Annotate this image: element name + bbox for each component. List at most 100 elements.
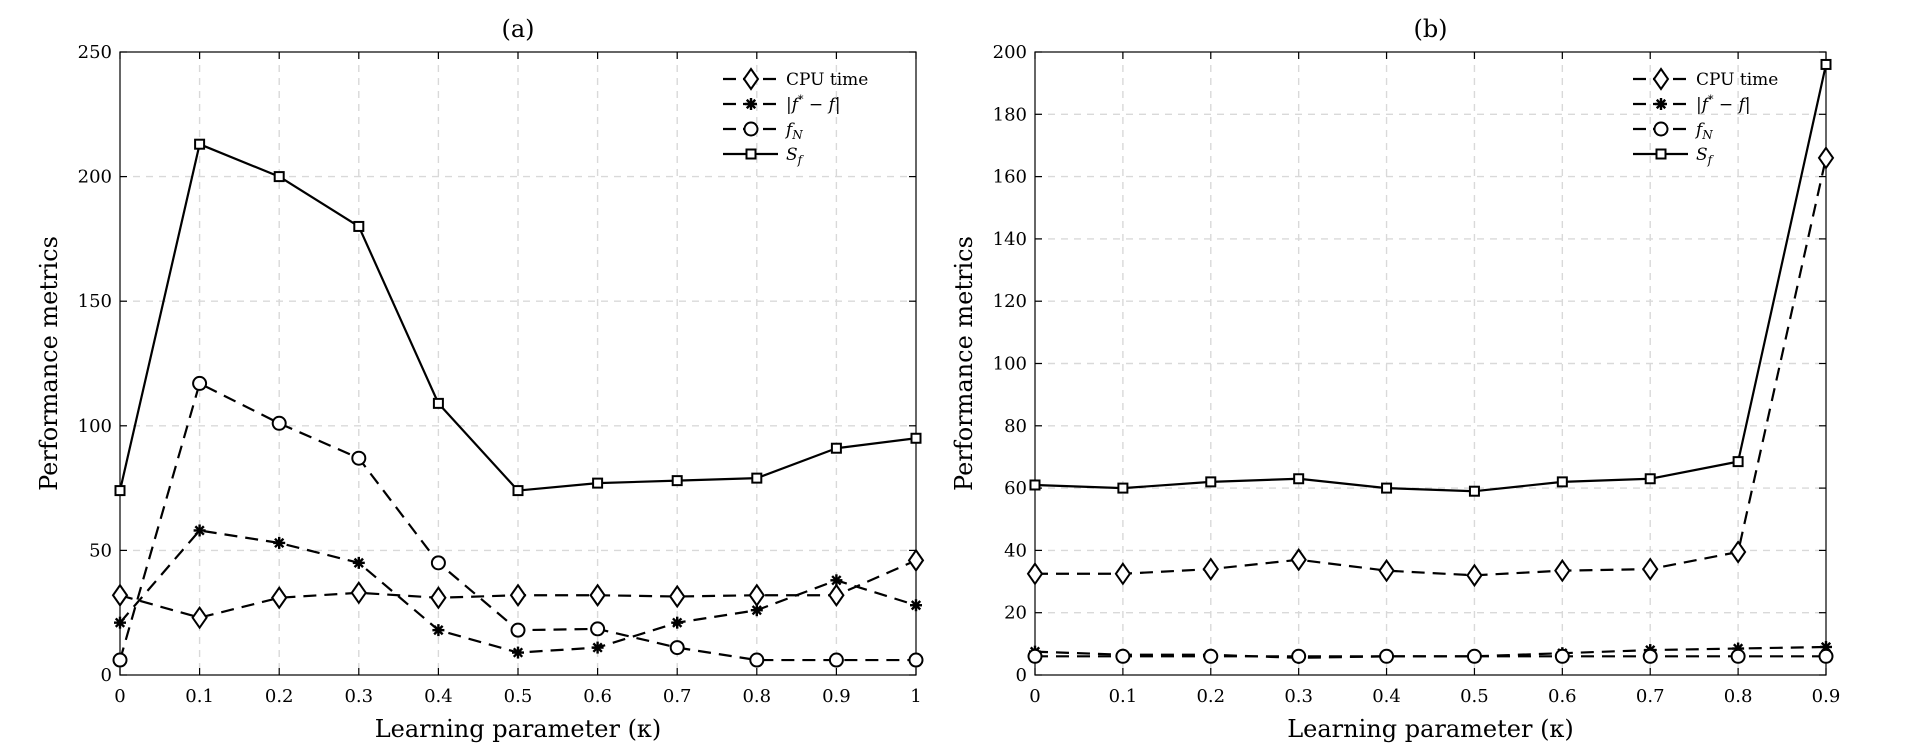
x-axis: 0 0.1 0.2 0.3 0.4 0.5 0.6 0.7 0.8 0.9: [1029, 52, 1840, 707]
x-tick-label: 0.5: [504, 686, 533, 707]
x-tick-label: 0.7: [1636, 686, 1665, 707]
data-point-circle: [430, 555, 446, 571]
data-point-square: [1293, 473, 1305, 485]
legend-minus: −: [804, 95, 829, 115]
data-point-diamond: [1554, 558, 1571, 583]
x-axis: 0 0.1 0.2 0.3 0.4 0.5 0.6 0.7 0.8 0.9 1: [114, 52, 922, 707]
x-axis-label: Learning parameter (κ): [375, 715, 662, 743]
legend: CPU time|f* − f| fN Sf: [723, 67, 868, 167]
data-point-circle: [669, 640, 685, 656]
data-point-square: [114, 485, 126, 497]
data-point-diamond: [1729, 540, 1747, 564]
x-tick-label: 1: [910, 686, 921, 707]
data-point-square: [273, 171, 285, 183]
y-tick-label: 120: [993, 291, 1027, 312]
legend-f: f: [827, 95, 838, 115]
star-arm: [672, 617, 683, 628]
y-tick-label: 0: [101, 665, 112, 686]
legend-marker-circle: [743, 121, 759, 137]
legend-item: Sf: [723, 145, 805, 167]
y-tick-label: 160: [993, 167, 1027, 188]
y-tick-label: 140: [993, 229, 1027, 250]
data-point-diamond: [509, 583, 527, 607]
data-point-circle: [1203, 648, 1219, 664]
data-point-diamond: [111, 583, 129, 607]
legend-marker-diamond: [742, 67, 760, 91]
legend-label: fN: [1694, 120, 1713, 142]
y-tick-label: 50: [89, 540, 112, 561]
grid: [1035, 52, 1826, 675]
x-tick-label: 0: [114, 686, 125, 707]
series-f-n: [1027, 648, 1834, 664]
legend-marker-star: [745, 98, 757, 110]
data-point-star: [750, 604, 763, 617]
data-point-diamond: [430, 586, 447, 610]
legend-marker-square: [745, 148, 757, 160]
panel-a: 0 0.1 0.2 0.3 0.4 0.5 0.6 0.7 0.8 0.9 1 0 50 100 150 20…: [35, 15, 925, 743]
star-arm: [751, 605, 762, 616]
data-point-square: [1732, 456, 1744, 468]
legend-marker-square: [1655, 148, 1667, 160]
data-point-circle: [271, 415, 287, 431]
star-arm: [745, 98, 757, 110]
series-cpu-time: [1026, 146, 1835, 588]
legend-item: Sf: [1633, 145, 1715, 167]
panel-title: (a): [501, 15, 534, 43]
star-arm: [910, 600, 922, 611]
legend-f: f: [1737, 95, 1748, 115]
star-arm: [512, 647, 524, 658]
series-s-f: [1029, 58, 1832, 497]
legend-f: f: [784, 120, 795, 140]
star-arm: [274, 537, 285, 549]
x-tick-label: 0.1: [1109, 686, 1138, 707]
star-arm: [114, 617, 126, 628]
data-point-diamond: [1642, 557, 1659, 581]
y-tick-label: 150: [78, 291, 112, 312]
series-cpu-time: [111, 548, 925, 630]
data-point-diamond: [270, 586, 288, 610]
data-point-square: [1029, 479, 1041, 491]
legend-bar: |: [1696, 95, 1702, 115]
legend-sup: *: [1708, 93, 1714, 106]
data-point-diamond: [1378, 558, 1395, 583]
y-tick-label: 200: [78, 167, 112, 188]
series-abs-error: [114, 524, 922, 659]
series-f-n: [112, 375, 924, 668]
legend-item: fN: [723, 120, 803, 142]
data-point-star: [352, 556, 365, 569]
legend-item: CPU time: [723, 67, 868, 91]
x-tick-label: 0.3: [344, 686, 373, 707]
x-tick-label: 0.8: [742, 686, 771, 707]
data-point-circle: [351, 450, 367, 466]
x-tick-label: 0.2: [265, 686, 294, 707]
star-arm: [831, 575, 842, 586]
data-point-circle: [1730, 648, 1746, 664]
x-tick-label: 0.9: [822, 686, 851, 707]
legend-marker-star: [1655, 98, 1667, 110]
x-tick-label: 0.5: [1460, 686, 1489, 707]
legend-label: Sf: [1696, 145, 1715, 167]
data-point-diamond: [907, 548, 925, 573]
data-point-square: [910, 432, 922, 444]
data-point-circle: [1379, 648, 1395, 664]
grid: [120, 52, 916, 675]
legend-s: S: [786, 145, 798, 165]
legend-label: |f* − f|: [786, 93, 841, 115]
star-arm: [1655, 98, 1667, 110]
y-axis: 0 20 40 60 80 100 120 140 160 180 200: [993, 42, 1826, 686]
x-tick-label: 0.4: [1372, 686, 1401, 707]
legend-f: f: [1694, 120, 1705, 140]
data-point-diamond: [668, 584, 686, 609]
legend-sub: N: [1701, 128, 1713, 142]
legend-bar: |: [1745, 95, 1751, 115]
data-point-square: [432, 397, 444, 409]
data-point-diamond: [1114, 562, 1132, 586]
legend-item: |f* − f|: [723, 93, 841, 115]
legend-sub: f: [797, 153, 805, 167]
data-point-square: [1117, 482, 1129, 494]
data-point-star: [910, 599, 922, 612]
data-point-star: [830, 574, 843, 587]
data-point-circle: [1642, 648, 1658, 664]
legend-marker-circle: [1653, 121, 1669, 137]
panel-b: 0 0.1 0.2 0.3 0.4 0.5 0.6 0.7 0.8 0.9 0 20 40 60 80 100…: [950, 15, 1840, 743]
